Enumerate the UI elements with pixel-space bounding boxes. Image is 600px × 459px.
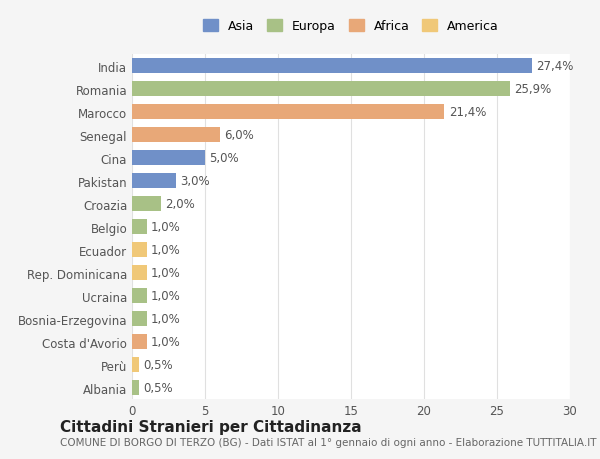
- Text: 21,4%: 21,4%: [449, 106, 486, 119]
- Text: 1,0%: 1,0%: [151, 290, 181, 302]
- Text: 25,9%: 25,9%: [515, 83, 552, 96]
- Text: 3,0%: 3,0%: [180, 175, 210, 188]
- Bar: [132, 174, 176, 189]
- Bar: [132, 197, 161, 212]
- Text: Cittadini Stranieri per Cittadinanza: Cittadini Stranieri per Cittadinanza: [60, 419, 362, 434]
- Text: 2,0%: 2,0%: [166, 198, 196, 211]
- Bar: [132, 151, 205, 166]
- Text: COMUNE DI BORGO DI TERZO (BG) - Dati ISTAT al 1° gennaio di ogni anno - Elaboraz: COMUNE DI BORGO DI TERZO (BG) - Dati IST…: [60, 437, 596, 448]
- Text: 1,0%: 1,0%: [151, 313, 181, 325]
- Bar: [132, 266, 146, 280]
- Text: 0,5%: 0,5%: [143, 381, 173, 394]
- Text: 1,0%: 1,0%: [151, 244, 181, 257]
- Bar: [132, 220, 146, 235]
- Bar: [132, 105, 445, 120]
- Legend: Asia, Europa, Africa, America: Asia, Europa, Africa, America: [200, 17, 502, 37]
- Bar: [132, 82, 510, 97]
- Bar: [132, 335, 146, 349]
- Text: 6,0%: 6,0%: [224, 129, 254, 142]
- Bar: [132, 289, 146, 303]
- Text: 1,0%: 1,0%: [151, 221, 181, 234]
- Bar: [132, 381, 139, 395]
- Bar: [132, 358, 139, 372]
- Bar: [132, 128, 220, 143]
- Bar: [132, 312, 146, 326]
- Text: 0,5%: 0,5%: [143, 358, 173, 371]
- Text: 27,4%: 27,4%: [536, 60, 574, 73]
- Bar: [132, 59, 532, 74]
- Bar: [132, 243, 146, 257]
- Text: 1,0%: 1,0%: [151, 267, 181, 280]
- Text: 1,0%: 1,0%: [151, 336, 181, 348]
- Text: 5,0%: 5,0%: [209, 152, 239, 165]
